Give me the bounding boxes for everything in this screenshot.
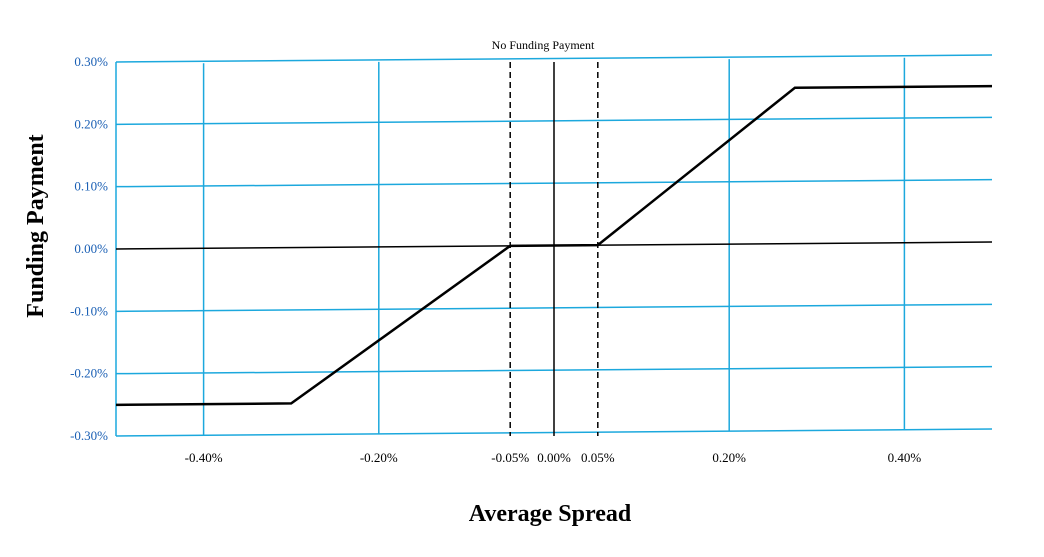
y-tick-label: -0.10% <box>70 303 108 318</box>
y-gridline <box>115 54 993 63</box>
x-axis-title: Average Spread <box>469 501 632 527</box>
label-layer: 0.30% 0.20% 0.10% 0.00% -0.10% -0.20% -0.30% -0… <box>70 54 921 465</box>
x-tick-label: -0.40% <box>185 450 223 465</box>
y-tick-label: 0.20% <box>74 116 108 131</box>
x-tick-label: 0.05% <box>581 450 615 465</box>
y-tick-label: 0.30% <box>74 54 108 69</box>
x-tick-label: -0.05% <box>491 450 529 465</box>
y-tick-label: 0.10% <box>74 179 108 194</box>
y-axis-title: Funding Payment <box>23 134 49 317</box>
x-tick-label: -0.20% <box>360 450 398 465</box>
y-tick-label: 0.00% <box>74 241 108 256</box>
x-tick-label: 0.00% <box>537 450 571 465</box>
x-tick-label: 0.40% <box>888 450 922 465</box>
y-tick-label: -0.20% <box>70 366 108 381</box>
y-tick-label: -0.30% <box>70 428 108 443</box>
annotation-no-funding-payment: No Funding Payment <box>492 38 595 52</box>
funding-payment-line <box>115 84 993 407</box>
series-layer <box>115 84 993 407</box>
x-tick-label: 0.20% <box>712 450 746 465</box>
